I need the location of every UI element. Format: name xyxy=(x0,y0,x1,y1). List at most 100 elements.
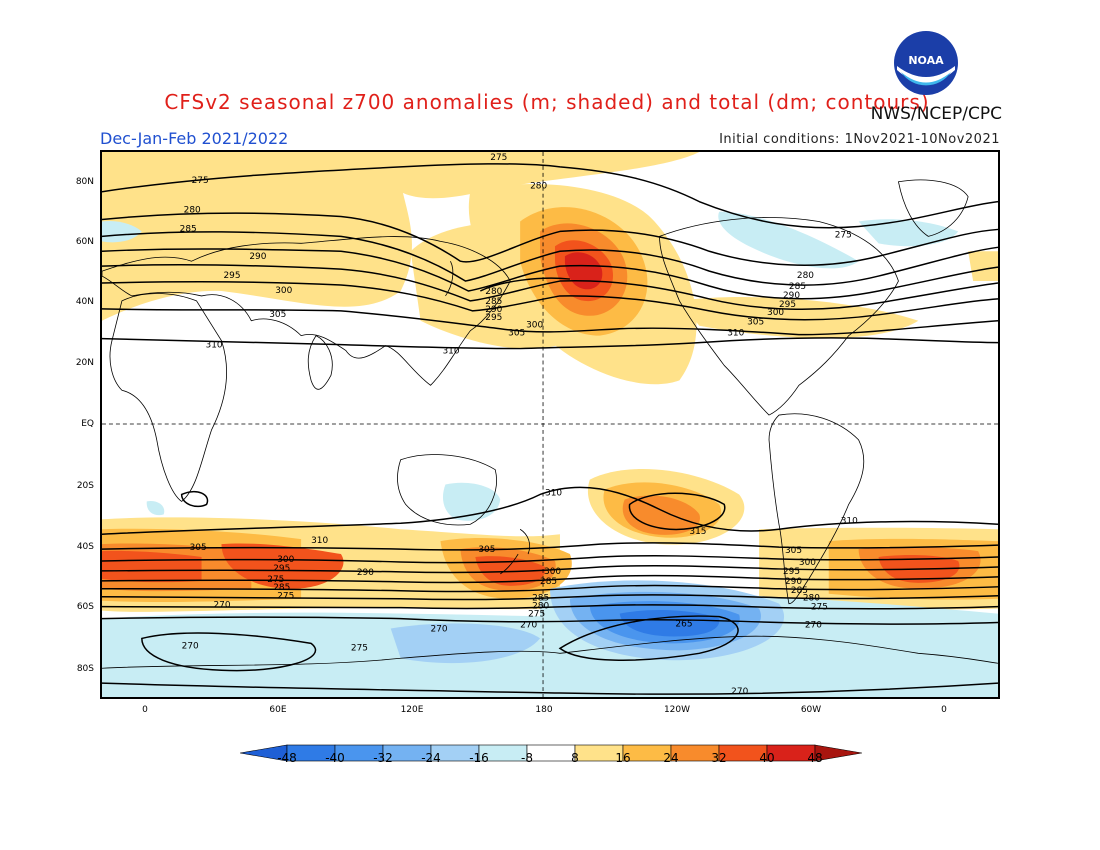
lon-label: 120W xyxy=(663,705,691,715)
lat-label: 20N xyxy=(75,358,94,368)
contour-label: 285 xyxy=(789,282,806,292)
logo-bird-wave xyxy=(897,66,955,83)
contour-label: 300 xyxy=(767,308,784,318)
anomaly-yellow-atlantic xyxy=(968,251,998,282)
coast-eurasia xyxy=(102,236,511,386)
colorbar-tick-label: -24 xyxy=(421,751,441,765)
colorbar-tick-label: 8 xyxy=(571,751,579,765)
contour-290-south xyxy=(102,574,998,584)
contour-285-north xyxy=(102,231,998,286)
contour-label: 275 xyxy=(351,643,368,653)
contour-310-south xyxy=(102,486,998,535)
contour-label: 275 xyxy=(192,176,209,186)
contour-label: 300 xyxy=(799,558,816,568)
contour-label: 300 xyxy=(277,555,294,565)
contour-label: 270 xyxy=(731,687,748,697)
colorbar-tick-label: -40 xyxy=(325,751,345,765)
contour-label: 270 xyxy=(431,624,448,634)
contour-300-north xyxy=(102,280,998,321)
lon-label: 0 xyxy=(941,705,947,715)
colorbar-tick-label: 16 xyxy=(615,751,631,765)
contour-label: 270 xyxy=(805,621,822,631)
contour-290-north xyxy=(102,248,998,300)
contour-label: 290 xyxy=(249,252,266,262)
contour-305-south xyxy=(102,542,998,551)
season-label: Dec-Jan-Feb 2021/2022 xyxy=(100,129,289,148)
coast-australia xyxy=(397,454,497,526)
contour-small-africa xyxy=(180,490,209,508)
colorbar-cells xyxy=(240,744,862,762)
contour-label: 310 xyxy=(841,516,858,526)
contour-label: 275 xyxy=(267,575,284,585)
contour-label: 305 xyxy=(747,318,764,328)
contour-label: 275 xyxy=(490,153,507,163)
coast-south-america xyxy=(768,413,865,605)
contour-labels: 275 280 285 290 295 300 305 310 275 280 … xyxy=(180,153,858,697)
contour-label: 270 xyxy=(182,641,199,651)
anomaly-lightcyan-satl xyxy=(146,501,165,516)
contour-280-south xyxy=(102,594,998,601)
contour-label: 295 xyxy=(485,313,502,323)
contour-label: 305 xyxy=(478,545,495,555)
coast-india xyxy=(307,335,333,390)
anomaly-yellow-arctic xyxy=(380,152,700,199)
contour-label: 300 xyxy=(275,286,292,296)
contour-label: 310 xyxy=(727,329,744,339)
contour-280-north xyxy=(102,212,998,266)
contour-label: 295 xyxy=(779,300,796,310)
anomaly-darkorange-sp xyxy=(622,495,700,535)
anomaly-lightblue-ross xyxy=(390,623,541,664)
colorbar-tick-label: 40 xyxy=(759,751,775,765)
contour-label: 270 xyxy=(520,621,537,631)
contour-295-south xyxy=(102,564,998,574)
coast-greenland xyxy=(897,179,969,237)
contour-label: 285 xyxy=(791,586,808,596)
contour-275-antarctic-west xyxy=(141,632,317,672)
coast-africa xyxy=(109,293,227,502)
colorbar-tick-label: -8 xyxy=(521,751,533,765)
anomaly-red-southbelt-west xyxy=(102,550,202,583)
colorbar xyxy=(240,744,862,762)
coast-japan xyxy=(445,261,454,297)
contour-label: 280 xyxy=(532,602,549,612)
contour-label: 295 xyxy=(783,567,800,577)
contour-label: 270 xyxy=(214,601,231,611)
chart-title: CFSv2 seasonal z700 anomalies (m; shaded… xyxy=(164,90,930,114)
noaa-logo: NOAA xyxy=(894,31,958,95)
agency-label: NWS/NCEP/CPC xyxy=(870,104,1002,124)
contour-295-north xyxy=(102,263,998,310)
total-height-contours xyxy=(102,163,998,695)
contour-label: 285 xyxy=(485,297,502,307)
coast-antarctica xyxy=(102,635,998,669)
lat-label: 80S xyxy=(76,664,94,674)
contour-label: 265 xyxy=(675,620,692,630)
contour-label: 285 xyxy=(540,577,557,587)
contour-label: 305 xyxy=(785,546,802,556)
lat-label: 60N xyxy=(75,237,94,247)
contour-label: 310 xyxy=(311,536,328,546)
contour-275-south xyxy=(102,604,998,610)
contour-label: 285 xyxy=(273,583,290,593)
initial-conditions-label: Initial conditions: 1Nov2021-10Nov2021 xyxy=(719,132,1000,147)
lat-label: 40S xyxy=(76,542,94,552)
colorbar-tick-label: -32 xyxy=(373,751,393,765)
contour-label: 305 xyxy=(190,543,207,553)
contour-north-segment xyxy=(479,277,570,292)
contour-label: 305 xyxy=(269,310,286,320)
contour-305-north xyxy=(102,308,998,336)
contour-label: 275 xyxy=(277,592,294,602)
colorbar-tick-label: -48 xyxy=(277,751,297,765)
colorbar-tick-label: 48 xyxy=(807,751,823,765)
lon-label: 120E xyxy=(400,705,424,715)
colorbar-tick-label: 32 xyxy=(711,751,727,765)
colorbar-tick-label: -16 xyxy=(469,751,489,765)
positive-anomaly-shading xyxy=(102,152,998,612)
map-panel: 275 280 285 290 295 300 305 310 275 280 … xyxy=(100,150,1000,699)
contour-label: 275 xyxy=(528,610,545,620)
contour-label: 300 xyxy=(526,321,543,331)
coast-north-america xyxy=(659,217,899,416)
contour-label: 280 xyxy=(184,206,201,216)
contour-label: 290 xyxy=(783,291,800,301)
contour-label: 310 xyxy=(545,488,562,498)
anomaly-lightcyan-europe xyxy=(102,220,142,243)
